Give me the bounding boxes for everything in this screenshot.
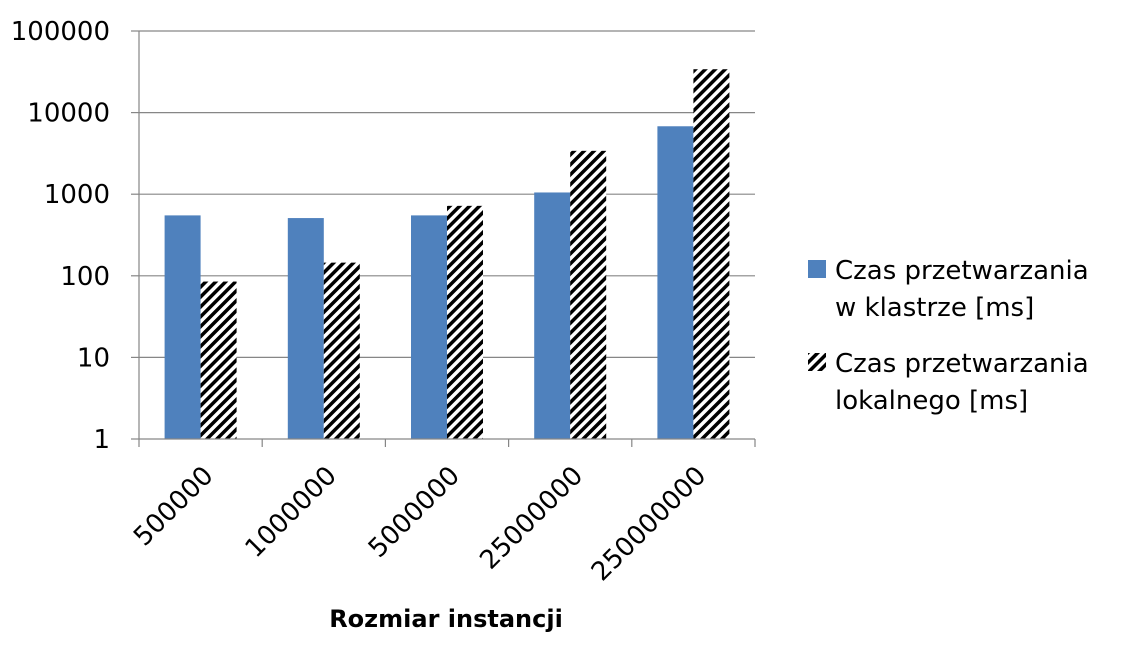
legend-label: w klastrze [ms] bbox=[835, 293, 1034, 323]
bar-cluster-time bbox=[411, 215, 447, 439]
y-tick-labels: 1 10 100 1000 10000 100000 bbox=[11, 17, 110, 455]
legend-label: Czas przetwarzania bbox=[835, 349, 1089, 379]
bar-cluster-time bbox=[534, 192, 571, 439]
bar-local-time bbox=[693, 69, 730, 439]
legend-label: Czas przetwarzania bbox=[835, 256, 1089, 286]
legend-swatch bbox=[808, 260, 826, 278]
x-tick-label: 500000 bbox=[128, 461, 219, 552]
x-tick-label: 1000000 bbox=[240, 461, 343, 564]
bar-cluster-time bbox=[287, 218, 324, 439]
gridlines bbox=[139, 30, 755, 358]
bars bbox=[164, 69, 730, 440]
x-axis-label: Rozmiar instancji bbox=[329, 605, 563, 633]
x-tick-label: 25000000 bbox=[474, 461, 589, 576]
x-tick-label: 250000000 bbox=[586, 461, 712, 587]
legend: Czas przetwarzania w klastrze [ms] Czas pr… bbox=[808, 256, 1089, 416]
y-tick-label: 1000 bbox=[44, 180, 110, 210]
legend-swatch bbox=[808, 353, 826, 371]
legend-label: lokalnego [ms] bbox=[835, 386, 1028, 416]
y-tick-label: 10000 bbox=[27, 99, 110, 129]
y-tick-label: 100000 bbox=[11, 17, 110, 47]
bar-local-time bbox=[323, 262, 360, 439]
y-tick-label: 1 bbox=[93, 425, 110, 455]
bar-cluster-time bbox=[164, 215, 201, 439]
x-tick-label: 5000000 bbox=[363, 461, 466, 564]
bar-cluster-time bbox=[657, 126, 694, 439]
y-tick-label: 10 bbox=[77, 343, 110, 373]
bar-local-time bbox=[570, 150, 607, 440]
bar-local-time bbox=[447, 205, 483, 439]
bar-local-time bbox=[200, 281, 237, 439]
axes bbox=[131, 30, 756, 447]
y-tick-label: 100 bbox=[60, 262, 110, 292]
